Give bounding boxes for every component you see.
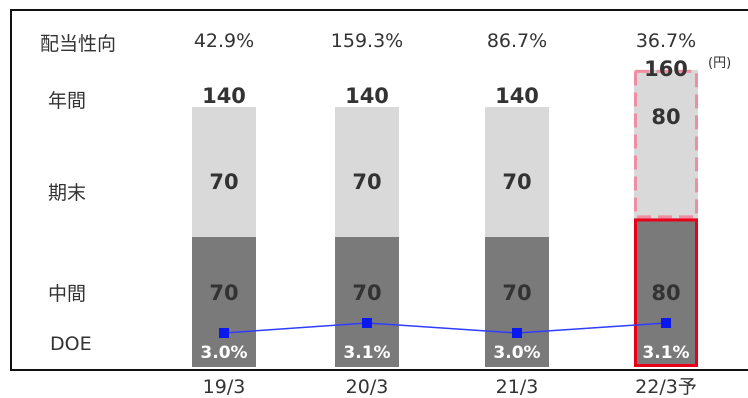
doe-marker-2	[512, 328, 522, 338]
bars-layer: 70 70 140 42.9% 19/3 70 70 140 159.3% 20/3 70 70 140…	[192, 30, 698, 398]
doe-value-label-0: 3.0%	[200, 343, 247, 363]
annual-total-label-0: 140	[202, 84, 246, 108]
forecast-interim-outline	[634, 218, 698, 367]
row-label-payout: 配当性向	[40, 33, 116, 55]
forecast-year-end-outline	[634, 69, 698, 219]
doe-marker-0	[219, 328, 229, 338]
doe-value-label-3: 3.1%	[642, 343, 689, 363]
x-tick-label-2: 21/3	[496, 376, 539, 398]
row-label-year-end: 期末	[48, 182, 86, 204]
doe-layer: 3.0% 3.1% 3.0% 3.1%	[200, 318, 690, 363]
x-tick-label-1: 20/3	[346, 376, 389, 398]
payout-ratio-label-1: 159.3%	[331, 30, 403, 52]
x-tick-label-3: 22/3予	[635, 376, 697, 398]
row-label-doe: DOE	[50, 333, 92, 355]
interim-value-label-0: 70	[209, 281, 238, 305]
doe-line	[223, 322, 667, 334]
interim-value-label-3: 80	[651, 281, 680, 305]
bar-year-end-2	[485, 107, 549, 237]
bar-interim-1	[335, 237, 399, 367]
interim-value-label-1: 70	[352, 281, 381, 305]
year-end-value-label-1: 70	[352, 170, 381, 194]
bar-year-end-0	[192, 107, 256, 237]
bar-interim-0	[192, 237, 256, 367]
payout-ratio-label-0: 42.9%	[194, 30, 254, 52]
row-label-interim: 中間	[48, 283, 86, 305]
bar-interim-3	[634, 218, 698, 367]
row-label-annual: 年間	[48, 90, 86, 112]
year-end-value-label-3: 80	[651, 105, 680, 129]
chart-frame	[10, 9, 748, 371]
bar-year-end-3	[634, 69, 698, 219]
x-tick-label-0: 19/3	[203, 376, 246, 398]
unit-label: (円)	[708, 56, 731, 71]
annual-total-label-1: 140	[345, 84, 389, 108]
doe-marker-1	[362, 318, 372, 328]
payout-ratio-label-2: 86.7%	[487, 30, 547, 52]
year-end-value-label-0: 70	[209, 170, 238, 194]
interim-value-label-2: 70	[502, 281, 531, 305]
annual-total-label-2: 140	[495, 84, 539, 108]
bar-year-end-1	[335, 107, 399, 237]
bar-interim-2	[485, 237, 549, 367]
year-end-value-label-2: 70	[502, 170, 531, 194]
annual-total-label-3: 160	[644, 57, 688, 81]
doe-value-label-1: 3.1%	[343, 343, 390, 363]
doe-value-label-2: 3.0%	[493, 343, 540, 363]
doe-marker-3	[661, 318, 671, 328]
payout-ratio-label-3: 36.7%	[636, 30, 696, 52]
